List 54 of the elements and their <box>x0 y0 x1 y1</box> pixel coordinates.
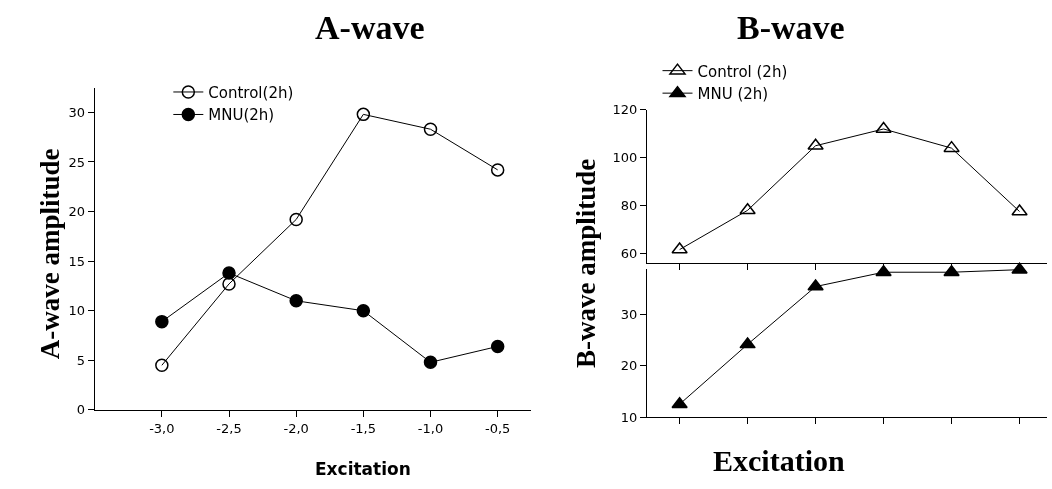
point <box>943 140 960 153</box>
x-axis-title: Excitation <box>315 459 411 479</box>
point <box>155 358 169 373</box>
y-axis-title: A-wave amplitude <box>35 148 66 360</box>
point <box>1011 262 1028 274</box>
point <box>807 138 824 150</box>
point <box>423 122 438 136</box>
x-tick-label: -1,0 <box>417 420 444 436</box>
x-tick-label: -2,5 <box>216 420 242 436</box>
y-tick-label: 80 <box>620 198 638 214</box>
point <box>289 294 303 308</box>
y-tick-label: 30 <box>620 307 638 323</box>
x-tick-label: -1,5 <box>350 420 377 436</box>
x-tick-label: -2,0 <box>283 420 309 436</box>
y-tick-label: 20 <box>620 358 638 374</box>
y-tick-label: 15 <box>68 253 86 269</box>
point <box>490 339 505 354</box>
y-tick-label: 120 <box>612 102 638 118</box>
y-tick-label: 20 <box>68 204 86 220</box>
point <box>356 303 371 318</box>
point <box>739 337 756 349</box>
point <box>875 264 892 277</box>
legend-label: Control (2h) <box>697 62 788 81</box>
point <box>423 355 438 370</box>
point <box>155 314 169 329</box>
y-axis-title: B-wave amplitude <box>571 158 601 368</box>
y-tick-label: 10 <box>620 409 638 425</box>
y-tick-label: 0 <box>76 402 86 418</box>
y-tick-label: 30 <box>68 104 86 120</box>
y-tick-label: 10 <box>68 303 86 319</box>
y-tick-label: 60 <box>620 245 638 261</box>
point <box>943 264 960 277</box>
point <box>356 107 371 122</box>
point <box>222 266 236 280</box>
point <box>807 279 824 291</box>
legend-label: MNU(2h) <box>208 106 275 125</box>
x-tick-label: -3,0 <box>149 420 175 436</box>
point <box>222 277 236 291</box>
point <box>671 396 688 409</box>
point <box>671 242 688 254</box>
y-tick-label: 100 <box>612 150 638 166</box>
point <box>739 203 756 215</box>
y-tick-label: 5 <box>76 352 86 368</box>
legend-label: Control(2h) <box>208 83 294 102</box>
x-axis-title: Excitation <box>713 444 845 477</box>
y-tick-label: 25 <box>68 154 86 170</box>
point <box>875 121 892 133</box>
chart-title: B-wave <box>737 9 845 46</box>
point <box>289 212 303 227</box>
point <box>1011 204 1028 216</box>
x-tick-label: -0,5 <box>484 420 511 436</box>
point <box>490 163 505 177</box>
chart-title: A-wave <box>315 9 425 46</box>
legend-label: MNU (2h) <box>697 85 769 103</box>
